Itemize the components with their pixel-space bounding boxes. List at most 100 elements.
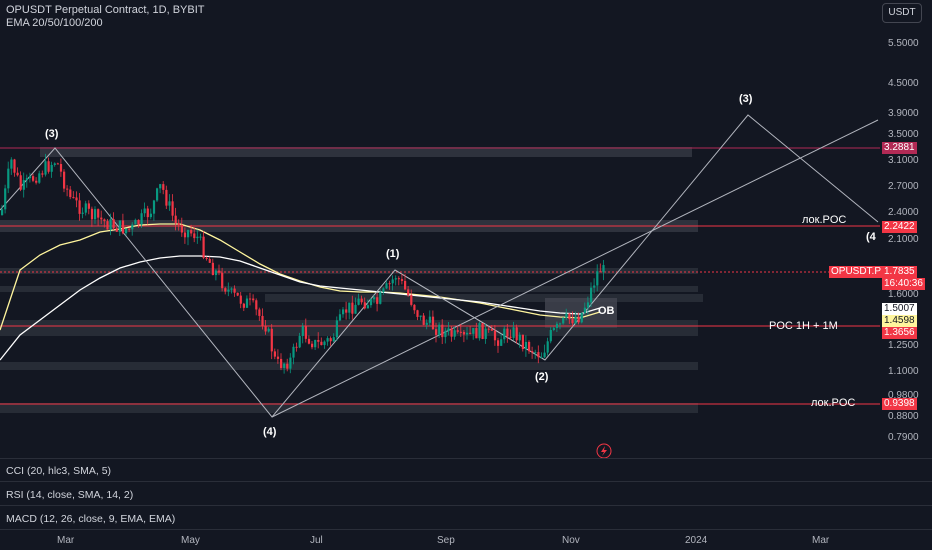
zone-1 bbox=[0, 268, 698, 274]
candle-body bbox=[438, 324, 441, 335]
poc-label[interactable]: лок.POC bbox=[811, 397, 856, 409]
candle-body bbox=[391, 279, 394, 284]
wave-lines bbox=[0, 114, 879, 418]
pane-separator[interactable] bbox=[0, 505, 932, 506]
level-tag-poc-1h: 1.3656 bbox=[882, 327, 917, 339]
wave-label[interactable]: (2) bbox=[535, 371, 549, 383]
candle-body bbox=[298, 335, 301, 348]
candle-body bbox=[165, 189, 168, 206]
price-chart[interactable] bbox=[0, 0, 932, 459]
candle-body bbox=[590, 287, 593, 303]
poc-label[interactable]: лок.POC bbox=[802, 214, 847, 226]
candle-body bbox=[459, 331, 462, 333]
candle-body bbox=[404, 280, 407, 290]
candle-body bbox=[143, 208, 146, 214]
level-tag-poc: 2.2422 bbox=[882, 221, 917, 233]
price-axis-label: 0.8800 bbox=[888, 411, 919, 422]
candle-body bbox=[540, 357, 543, 359]
pane-separator[interactable] bbox=[0, 458, 932, 459]
candle-body bbox=[261, 315, 264, 327]
chart-area[interactable]: OPUSDT Perpetual Contract, 1D, BYBIT EMA… bbox=[0, 0, 932, 459]
candle-body bbox=[475, 328, 478, 339]
pane-separator[interactable] bbox=[0, 481, 932, 482]
candle-body bbox=[168, 201, 171, 206]
candle-body bbox=[304, 325, 307, 339]
candle-body bbox=[481, 323, 484, 339]
channel-line bbox=[271, 119, 879, 418]
candle-body bbox=[69, 189, 72, 198]
ob-label[interactable]: OB bbox=[598, 305, 615, 317]
time-axis-label: May bbox=[181, 535, 200, 546]
candle-body bbox=[484, 328, 487, 339]
wave-label[interactable]: (4) bbox=[263, 426, 277, 438]
candle-body bbox=[193, 233, 196, 239]
candle-body bbox=[255, 300, 258, 310]
candle-body bbox=[267, 328, 270, 332]
cci-indicator-label[interactable]: CCI (20, hlc3, SMA, 5) bbox=[6, 465, 112, 477]
candle-body bbox=[38, 173, 41, 183]
candle-body bbox=[97, 209, 100, 218]
candle-body bbox=[152, 200, 156, 214]
symbol-title[interactable]: OPUSDT Perpetual Contract, 1D, BYBIT bbox=[6, 4, 205, 16]
macd-indicator-label[interactable]: MACD (12, 26, close, 9, EMA, EMA) bbox=[6, 513, 176, 525]
candle-body bbox=[574, 316, 577, 324]
wave-label[interactable]: (3) bbox=[45, 128, 59, 140]
candle-body bbox=[183, 232, 187, 238]
candle-body bbox=[490, 329, 493, 331]
candle-body bbox=[555, 323, 559, 329]
candle-body bbox=[224, 288, 227, 292]
ema-indicator-label[interactable]: EMA 20/50/100/200 bbox=[6, 17, 103, 29]
ema-tag-a: 1.5007 bbox=[882, 303, 917, 315]
candle-body bbox=[140, 213, 143, 225]
candle-body bbox=[373, 297, 376, 300]
pane-separator[interactable] bbox=[0, 529, 932, 530]
candle-body bbox=[549, 329, 552, 342]
price-axis-label: 0.9800 bbox=[888, 390, 919, 401]
candle-body bbox=[345, 309, 348, 313]
candle-body bbox=[593, 285, 596, 288]
candle-body bbox=[531, 351, 534, 353]
candle-body bbox=[583, 307, 586, 313]
rsi-indicator-label[interactable]: RSI (14, close, SMA, 14, 2) bbox=[6, 489, 134, 501]
currency-button[interactable]: USDT bbox=[882, 3, 922, 23]
candle-body bbox=[497, 340, 500, 346]
lightning-icon bbox=[601, 446, 607, 456]
candle-body bbox=[264, 326, 267, 332]
candle-body bbox=[16, 172, 19, 176]
candle-body bbox=[162, 184, 165, 190]
support-zone bbox=[0, 362, 698, 370]
wave-label[interactable]: (3) bbox=[739, 93, 753, 105]
candle-body bbox=[174, 215, 177, 224]
candle-body bbox=[56, 163, 59, 165]
candle-body bbox=[453, 330, 456, 337]
wave-label[interactable]: (1) bbox=[386, 248, 400, 260]
candle-body bbox=[317, 339, 320, 342]
wave-label[interactable]: (4 bbox=[866, 231, 876, 243]
candle-body bbox=[190, 230, 193, 234]
price-axis-label: 1.6000 bbox=[888, 289, 919, 300]
candle-body bbox=[379, 292, 382, 304]
candle-body bbox=[469, 332, 472, 334]
candle-body bbox=[338, 314, 342, 321]
candle-body bbox=[385, 283, 388, 289]
zone-3 bbox=[265, 294, 703, 302]
candle-body bbox=[506, 328, 509, 337]
candle-body bbox=[397, 278, 400, 280]
candle-body bbox=[602, 265, 605, 273]
candle-body bbox=[149, 213, 152, 218]
poc-label[interactable]: POC 1H + 1M bbox=[769, 320, 838, 332]
candle-body bbox=[351, 302, 354, 314]
candle-body bbox=[7, 168, 10, 189]
candle-body bbox=[28, 176, 32, 179]
price-axis-label: 2.7000 bbox=[888, 181, 919, 192]
candle-body bbox=[121, 220, 125, 234]
price-axis-label: 3.9000 bbox=[888, 108, 919, 119]
candle-body bbox=[13, 159, 16, 173]
candle-body bbox=[249, 298, 252, 300]
candle-body bbox=[478, 323, 481, 339]
candle-body bbox=[59, 164, 63, 172]
candle-body bbox=[534, 352, 537, 354]
candle-body bbox=[177, 223, 180, 226]
time-axis-label: Nov bbox=[562, 535, 580, 546]
candle-body bbox=[559, 323, 562, 325]
